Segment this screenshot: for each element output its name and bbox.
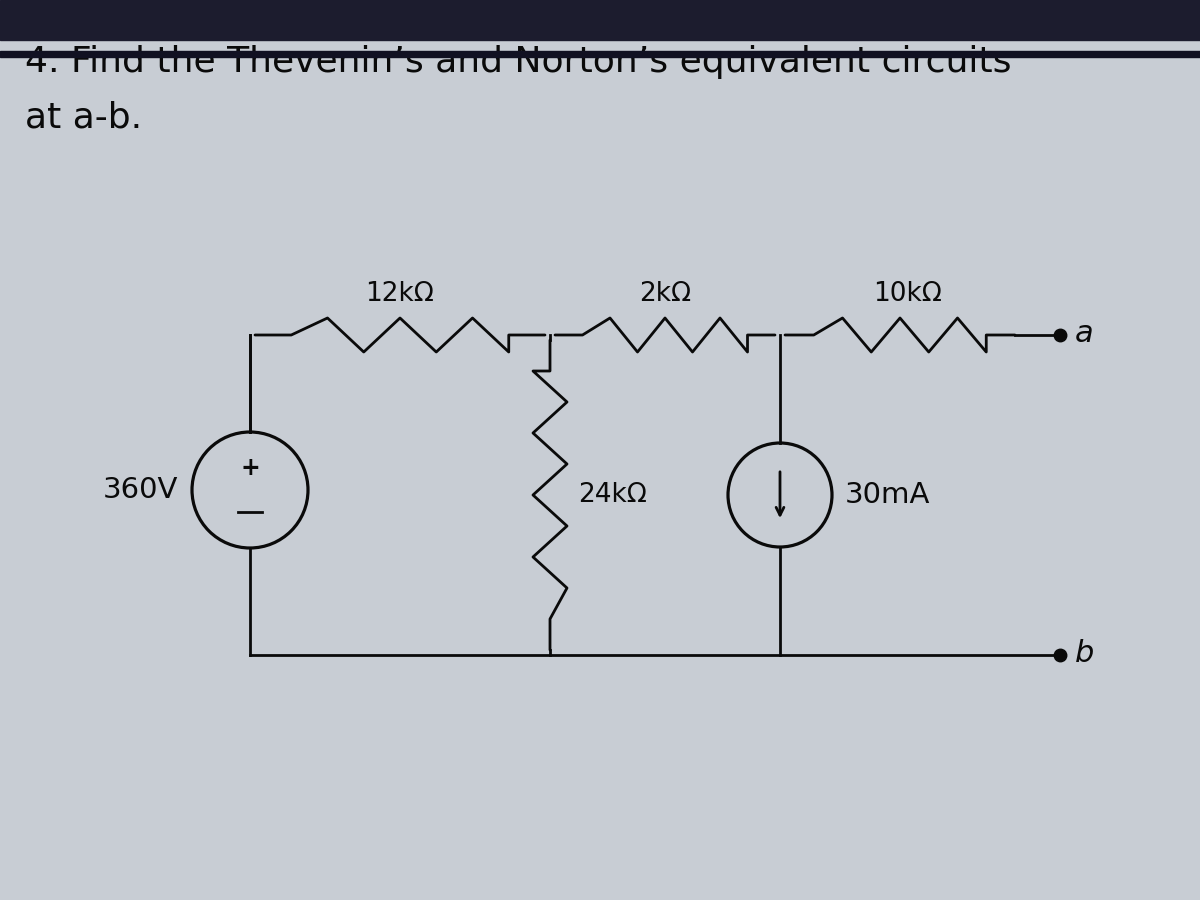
Bar bbox=[0, 0, 1200, 40]
Text: a: a bbox=[1075, 319, 1093, 347]
Text: +: + bbox=[240, 456, 260, 480]
Text: 12kΩ: 12kΩ bbox=[366, 281, 434, 307]
Text: 24kΩ: 24kΩ bbox=[578, 482, 647, 508]
Text: 4. Find the Thevenin’s and Norton’s equivalent circuits: 4. Find the Thevenin’s and Norton’s equi… bbox=[25, 45, 1012, 79]
Text: 2kΩ: 2kΩ bbox=[638, 281, 691, 307]
Bar bbox=[0, 51, 1200, 58]
Text: 10kΩ: 10kΩ bbox=[874, 281, 942, 307]
Text: b: b bbox=[1075, 638, 1094, 668]
Text: at a-b.: at a-b. bbox=[25, 100, 142, 134]
Text: 30mA: 30mA bbox=[845, 481, 930, 509]
Text: 360V: 360V bbox=[103, 476, 178, 504]
